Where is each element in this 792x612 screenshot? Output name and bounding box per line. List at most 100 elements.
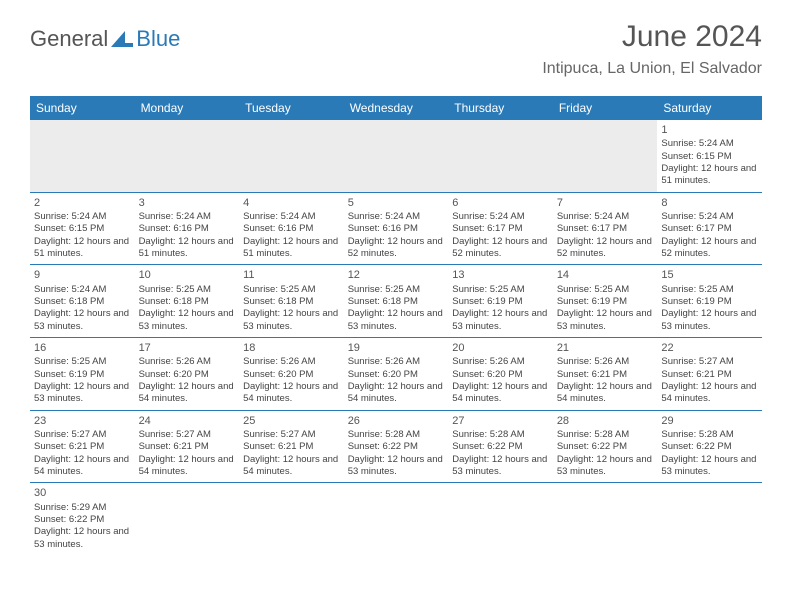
daylight-label: Daylight: [34, 236, 71, 247]
daylight-label: Daylight: [557, 236, 594, 247]
calendar-cell: 4Sunrise: 5:24 AMSunset: 6:16 PMDaylight… [239, 192, 344, 265]
sunset-line: Sunset: 6:19 PM [34, 369, 131, 381]
calendar-cell: 1Sunrise: 5:24 AMSunset: 6:15 PMDaylight… [657, 120, 762, 192]
sunrise-label: Sunrise: [243, 429, 278, 440]
daylight-label: Daylight: [348, 236, 385, 247]
day-number: 26 [348, 414, 445, 428]
sunrise-value: 5:25 AM [176, 284, 211, 295]
day-number: 2 [34, 196, 131, 210]
calendar-table: SundayMondayTuesdayWednesdayThursdayFrid… [30, 96, 762, 555]
daylight-line: Daylight: 12 hours and 51 minutes. [243, 236, 340, 261]
sunrise-line: Sunrise: 5:29 AM [34, 502, 131, 514]
sunrise-value: 5:25 AM [699, 284, 734, 295]
sunrise-value: 5:28 AM [699, 429, 734, 440]
sunset-label: Sunset: [34, 296, 66, 307]
daylight-label: Daylight: [452, 454, 489, 465]
calendar-body: 1Sunrise: 5:24 AMSunset: 6:15 PMDaylight… [30, 120, 762, 555]
title-block: June 2024 Intipuca, La Union, El Salvado… [542, 20, 762, 78]
sunset-line: Sunset: 6:21 PM [661, 369, 758, 381]
sunrise-value: 5:27 AM [176, 429, 211, 440]
calendar-cell [239, 120, 344, 192]
daylight-label: Daylight: [557, 308, 594, 319]
day-number: 23 [34, 414, 131, 428]
sunset-line: Sunset: 6:15 PM [661, 151, 758, 163]
sunset-line: Sunset: 6:16 PM [139, 223, 236, 235]
sunset-line: Sunset: 6:22 PM [661, 441, 758, 453]
sunrise-label: Sunrise: [139, 429, 174, 440]
day-number: 10 [139, 268, 236, 282]
sunset-line: Sunset: 6:20 PM [348, 369, 445, 381]
daylight-line: Daylight: 12 hours and 54 minutes. [243, 454, 340, 479]
day-number: 4 [243, 196, 340, 210]
sunset-label: Sunset: [139, 441, 171, 452]
calendar-cell [135, 120, 240, 192]
logo-text-general: General [30, 26, 108, 52]
calendar-cell: 30Sunrise: 5:29 AMSunset: 6:22 PMDayligh… [30, 483, 135, 555]
daylight-label: Daylight: [452, 308, 489, 319]
sunset-label: Sunset: [243, 441, 275, 452]
sunrise-value: 5:29 AM [72, 502, 107, 513]
sunset-label: Sunset: [348, 223, 380, 234]
calendar-cell [448, 120, 553, 192]
sunset-label: Sunset: [34, 369, 66, 380]
sunset-label: Sunset: [661, 151, 693, 162]
logo-text-blue: Blue [136, 26, 180, 52]
sunset-label: Sunset: [348, 296, 380, 307]
daylight-line: Daylight: 12 hours and 53 minutes. [348, 308, 445, 333]
sunset-line: Sunset: 6:21 PM [557, 369, 654, 381]
sunrise-line: Sunrise: 5:24 AM [348, 211, 445, 223]
daylight-line: Daylight: 12 hours and 51 minutes. [34, 236, 131, 261]
sunset-line: Sunset: 6:18 PM [348, 296, 445, 308]
calendar-cell: 7Sunrise: 5:24 AMSunset: 6:17 PMDaylight… [553, 192, 658, 265]
sunset-value: 6:15 PM [69, 223, 104, 234]
sunset-label: Sunset: [139, 223, 171, 234]
sunrise-value: 5:26 AM [490, 356, 525, 367]
calendar-cell: 14Sunrise: 5:25 AMSunset: 6:19 PMDayligh… [553, 265, 658, 338]
sunset-label: Sunset: [243, 369, 275, 380]
daylight-line: Daylight: 12 hours and 53 minutes. [557, 454, 654, 479]
sunrise-line: Sunrise: 5:27 AM [139, 429, 236, 441]
day-number: 21 [557, 341, 654, 355]
daylight-label: Daylight: [348, 454, 385, 465]
sunrise-line: Sunrise: 5:27 AM [34, 429, 131, 441]
sunset-line: Sunset: 6:15 PM [34, 223, 131, 235]
sunset-value: 6:20 PM [383, 369, 418, 380]
sunrise-value: 5:26 AM [594, 356, 629, 367]
sunset-label: Sunset: [661, 369, 693, 380]
sunrise-label: Sunrise: [661, 429, 696, 440]
day-number: 29 [661, 414, 758, 428]
sunset-line: Sunset: 6:19 PM [452, 296, 549, 308]
daylight-line: Daylight: 12 hours and 53 minutes. [661, 454, 758, 479]
daylight-label: Daylight: [243, 454, 280, 465]
sunset-value: 6:16 PM [278, 223, 313, 234]
sunrise-line: Sunrise: 5:25 AM [452, 284, 549, 296]
day-header: Tuesday [239, 96, 344, 120]
sunset-label: Sunset: [34, 223, 66, 234]
calendar-cell [239, 483, 344, 555]
daylight-label: Daylight: [661, 381, 698, 392]
sunset-value: 6:22 PM [487, 441, 522, 452]
sunset-label: Sunset: [243, 296, 275, 307]
sunrise-line: Sunrise: 5:28 AM [452, 429, 549, 441]
sunrise-value: 5:24 AM [176, 211, 211, 222]
daylight-label: Daylight: [34, 308, 71, 319]
sunset-value: 6:18 PM [383, 296, 418, 307]
page-title: June 2024 [542, 20, 762, 54]
sunset-label: Sunset: [139, 369, 171, 380]
daylight-line: Daylight: 12 hours and 54 minutes. [139, 454, 236, 479]
daylight-line: Daylight: 12 hours and 52 minutes. [348, 236, 445, 261]
calendar-cell [657, 483, 762, 555]
calendar-cell: 17Sunrise: 5:26 AMSunset: 6:20 PMDayligh… [135, 338, 240, 411]
sunset-label: Sunset: [661, 223, 693, 234]
sunrise-label: Sunrise: [139, 211, 174, 222]
page-subtitle: Intipuca, La Union, El Salvador [542, 60, 762, 78]
sunrise-label: Sunrise: [557, 429, 592, 440]
day-header: Saturday [657, 96, 762, 120]
sunset-value: 6:17 PM [487, 223, 522, 234]
sunrise-value: 5:24 AM [72, 211, 107, 222]
sunrise-line: Sunrise: 5:26 AM [452, 356, 549, 368]
daylight-label: Daylight: [452, 381, 489, 392]
sunset-label: Sunset: [452, 441, 484, 452]
daylight-line: Daylight: 12 hours and 54 minutes. [557, 381, 654, 406]
sunset-label: Sunset: [139, 296, 171, 307]
